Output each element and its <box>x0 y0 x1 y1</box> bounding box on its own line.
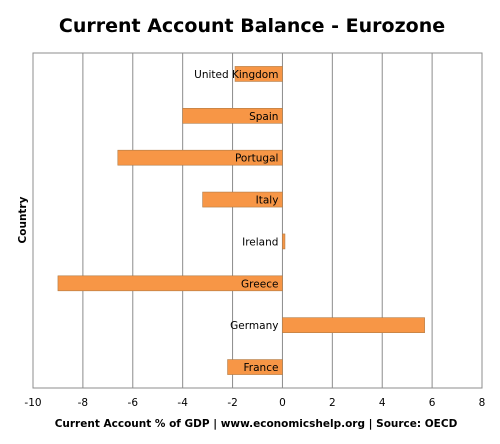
x-tick-label: -6 <box>128 397 139 409</box>
x-tick-label: 0 <box>279 397 286 409</box>
category-label: Germany <box>230 320 278 332</box>
category-label: Spain <box>249 111 278 123</box>
x-tick-label: -4 <box>177 397 188 409</box>
category-label: United Kingdom <box>194 69 278 81</box>
x-tick-label: -10 <box>24 397 41 409</box>
x-tick-label: 8 <box>479 397 486 409</box>
category-label: France <box>244 362 279 374</box>
gridlines <box>32 53 483 388</box>
x-tick-label: -2 <box>227 397 237 409</box>
bar-germany <box>282 317 425 333</box>
bar-portugal <box>117 149 283 166</box>
x-tick-label: 6 <box>429 397 436 409</box>
category-label: Ireland <box>242 236 278 248</box>
x-tick-labels: -10 -8 -6 -4 -2 0 2 4 6 8 <box>24 397 485 409</box>
x-tick-label: -8 <box>78 397 88 409</box>
bar-ireland <box>282 233 286 250</box>
x-tick-label: 2 <box>329 397 336 409</box>
chart-title: Current Account Balance - Eurozone <box>59 15 445 37</box>
bar-italy <box>202 191 283 208</box>
bar-spain <box>182 108 283 124</box>
plot-area-border <box>32 52 483 389</box>
bar-greece <box>57 275 283 292</box>
bar-france <box>227 359 283 375</box>
category-label: Portugal <box>235 153 279 165</box>
category-label: Italy <box>256 195 279 207</box>
bar-united-kingdom <box>234 66 283 82</box>
category-labels: United Kingdom Spain Portugal Italy Ireland G… <box>194 69 278 374</box>
x-axis-title: Current Account % of GDP | www.economics… <box>55 418 458 430</box>
y-axis-title: Country <box>17 196 29 243</box>
category-label: Greece <box>241 278 278 290</box>
x-tick-label: 4 <box>379 397 386 409</box>
bars <box>57 66 425 375</box>
